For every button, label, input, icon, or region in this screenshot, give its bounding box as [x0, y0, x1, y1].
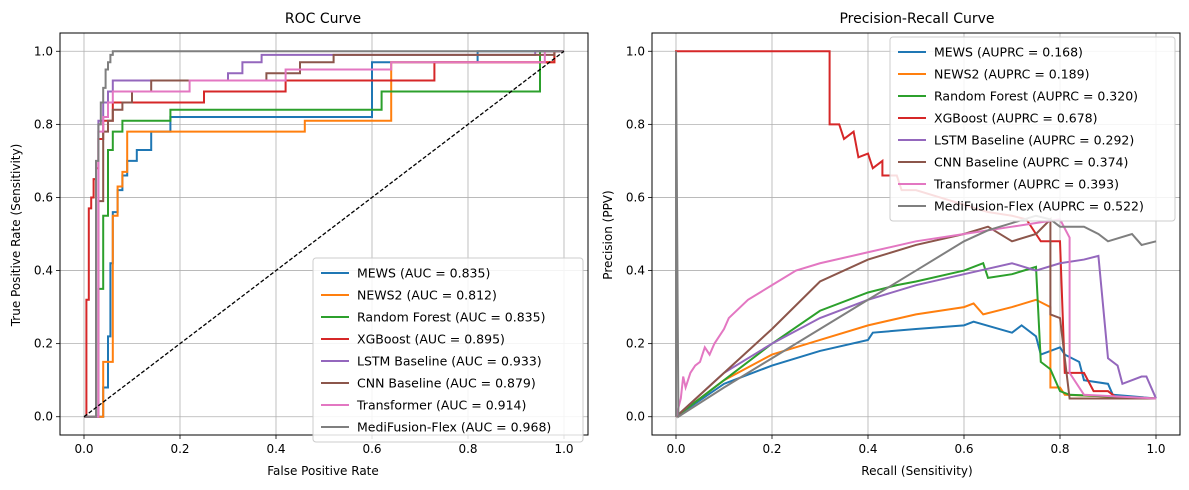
roc-xtick-label: 0.4 — [266, 442, 285, 456]
pr-xlabel: Recall (Sensitivity) — [861, 464, 972, 478]
pr-xtick-label: 0.4 — [858, 442, 877, 456]
pr-series-line-2 — [675, 261, 1157, 418]
pr-legend-label-5: CNN Baseline (AUPRC = 0.374) — [934, 155, 1128, 170]
roc-series-line-6 — [84, 50, 564, 418]
roc-xtick-label: 0.2 — [170, 442, 189, 456]
roc-legend-label-5: CNN Baseline (AUC = 0.879) — [357, 376, 536, 391]
roc-xtick-label: 0.8 — [458, 442, 477, 456]
pr-ytick-label: 0.8 — [626, 117, 645, 131]
pr-axes-frame — [651, 32, 1181, 436]
roc-ytick-label: 0.4 — [34, 264, 53, 278]
roc-legend-label-1: NEWS2 (AUC = 0.812) — [357, 288, 497, 303]
pr-ytick-label: 1.0 — [626, 44, 645, 58]
pr-xtick-label: 0.2 — [762, 442, 781, 456]
roc-series-line-7 — [84, 50, 564, 418]
pr-xtick-label: 1.0 — [1146, 442, 1165, 456]
pr-chart: Precision-Recall Curve Recall (Sensitivi… — [601, 11, 1181, 478]
roc-legend-label-0: MEWS (AUC = 0.835) — [357, 266, 490, 281]
roc-series-line-2 — [84, 50, 564, 418]
roc-legend-label-6: Transformer (AUC = 0.914) — [356, 398, 526, 413]
roc-ylabel: True Positive Rate (Sensitivity) — [9, 144, 23, 328]
roc-legend-label-4: LSTM Baseline (AUC = 0.933) — [357, 354, 542, 369]
pr-series-line-4 — [675, 254, 1157, 418]
roc-title: ROC Curve — [285, 11, 361, 27]
pr-title: Precision-Recall Curve — [839, 11, 994, 27]
roc-ytick-label: 0.8 — [34, 117, 53, 131]
roc-xtick-label: 0.0 — [74, 442, 93, 456]
pr-legend-label-4: LSTM Baseline (AUPRC = 0.292) — [934, 133, 1134, 148]
roc-xlabel: False Positive Rate — [267, 464, 379, 478]
pr-series-line-7 — [675, 51, 1157, 419]
pr-legend-label-2: Random Forest (AUPRC = 0.320) — [934, 89, 1138, 104]
pr-legend-label-7: MediFusion-Flex (AUPRC = 0.522) — [934, 199, 1144, 214]
roc-legend-label-7: MediFusion-Flex (AUC = 0.968) — [357, 420, 551, 435]
roc-series-line-0 — [84, 50, 564, 418]
pr-xtick-label: 0.6 — [954, 442, 973, 456]
roc-ytick-label: 0.2 — [34, 337, 53, 351]
pr-series-line-6 — [675, 218, 1157, 417]
roc-legend-box — [312, 257, 584, 443]
pr-series-line-5 — [675, 216, 1156, 418]
roc-legend-label-3: XGBoost (AUC = 0.895) — [357, 332, 505, 347]
pr-ytick-label: 0.4 — [626, 264, 645, 278]
pr-ytick-label: 0.2 — [626, 337, 645, 351]
roc-series-line-5 — [84, 50, 564, 418]
pr-legend-label-3: XGBoost (AUPRC = 0.678) — [934, 111, 1098, 126]
pr-ytick-label: 0.6 — [626, 190, 645, 204]
pr-ylabel: Precision (PPV) — [601, 190, 615, 279]
pr-ytick-label: 0.0 — [626, 410, 645, 424]
roc-series-line-3 — [84, 50, 564, 418]
pr-series-line-1 — [675, 298, 1157, 418]
pr-legend-label-0: MEWS (AUPRC = 0.168) — [934, 45, 1083, 60]
pr-xtick-label: 0.0 — [666, 442, 685, 456]
pr-legend-box — [889, 36, 1176, 222]
pr-legend-label-6: Transformer (AUPRC = 0.393) — [933, 177, 1119, 192]
roc-ytick-label: 1.0 — [34, 44, 53, 58]
roc-xtick-label: 0.6 — [362, 442, 381, 456]
pr-xtick-label: 0.8 — [1050, 442, 1069, 456]
roc-ytick-label: 0.0 — [34, 410, 53, 424]
roc-reference-line — [83, 50, 565, 418]
pr-legend-label-1: NEWS2 (AUPRC = 0.189) — [934, 67, 1089, 82]
roc-ytick-label: 0.6 — [34, 190, 53, 204]
roc-chart: ROC Curve False Positive Rate True Posit… — [9, 11, 589, 478]
pr-series-line-0 — [675, 320, 1157, 418]
roc-legend-label-2: Random Forest (AUC = 0.835) — [357, 310, 545, 325]
roc-xtick-label: 1.0 — [554, 442, 573, 456]
